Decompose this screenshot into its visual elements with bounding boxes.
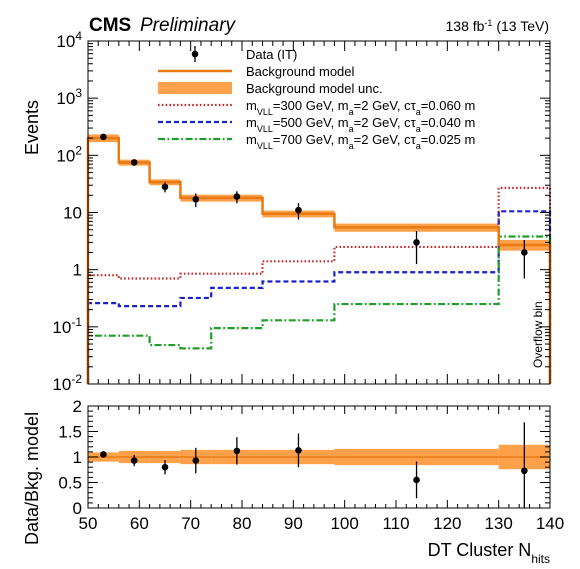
ratio-point [233, 447, 241, 455]
ratio-plot: 0 0.5 1 1.5 2 50 60 70 80 90 100 110 120 130 140 Data… [22, 397, 564, 566]
ratio-y-tick-label: 0.5 [58, 474, 82, 493]
background-histogram [86, 136, 552, 384]
legend-label: mVLL=300 GeV, ma=2 GeV, cτa=0.060 m [246, 98, 475, 117]
y-tick-label: 102 [56, 143, 82, 165]
data-point [233, 193, 241, 200]
data-point [130, 159, 138, 166]
ratio-y-tick-label: 1.5 [58, 423, 82, 442]
data-points [100, 133, 528, 279]
background-uncertainty-band [88, 134, 550, 251]
data-point [100, 133, 107, 141]
ratio-point [130, 457, 138, 464]
ratio-point [161, 463, 169, 471]
x-tick-label: 130 [484, 514, 512, 533]
x-tick-label: 50 [79, 514, 98, 533]
ratio-y-tick-label: 2 [73, 397, 82, 416]
ratio-point [100, 451, 107, 458]
x-tick-label: 60 [130, 514, 149, 533]
x-tick-label: 140 [536, 514, 564, 533]
legend-label: Background model unc. [246, 81, 383, 96]
legend-label: Background model [246, 64, 355, 79]
main-plot: 10-2 10-1 1 10 102 103 104 Events Overflow bin… [22, 29, 552, 394]
x-axis-title: DT Cluster Nhits [428, 540, 550, 566]
ratio-plot-ticks [87, 405, 551, 509]
overflow-bin-label: Overflow bin [531, 301, 545, 368]
main-plot-ticks [87, 40, 551, 385]
y-tick-label: 1 [73, 261, 82, 280]
legend: Data (IT) Background model Background mode… [158, 46, 475, 151]
data-point [192, 196, 200, 203]
signal-line-sig500 [86, 210, 552, 384]
main-y-tick-labels: 10-2 10-1 1 10 102 103 104 [52, 29, 82, 394]
ratio-point [295, 447, 302, 454]
x-tick-label: 70 [181, 514, 200, 533]
legend-band [158, 82, 232, 94]
x-tick-labels: 50 60 70 80 90 100 110 120 130 140 [79, 514, 565, 533]
signal-line-sig300 [86, 186, 552, 384]
x-tick-label: 80 [233, 514, 252, 533]
background-line [86, 136, 552, 384]
ratio-point [521, 467, 528, 475]
x-tick-label: 120 [433, 514, 461, 533]
y-tick-label: 10 [63, 204, 82, 223]
luminosity-label: 138 fb-1 (13 TeV) [446, 18, 550, 34]
data-point [161, 183, 169, 191]
data-point [295, 206, 302, 214]
experiment-label: CMS [89, 15, 131, 36]
ratio-y-tick-label: 1 [73, 448, 82, 467]
signal-line-sig700 [86, 235, 552, 384]
ratio-points [100, 422, 528, 508]
ratio-y-tick-label: 0 [73, 499, 82, 518]
y-tick-label: 104 [56, 29, 82, 51]
status-label: Preliminary [140, 15, 237, 36]
legend-label: Data (IT) [246, 47, 297, 62]
y-tick-label: 10-1 [52, 315, 82, 337]
main-y-axis-title: Events [22, 100, 42, 155]
signal-histograms [86, 186, 552, 384]
ratio-point [413, 476, 420, 484]
ratio-y-axis-title: Data/Bkg. model [22, 412, 42, 545]
x-tick-label: 100 [330, 514, 358, 533]
x-tick-label: 90 [284, 514, 303, 533]
ratio-point [192, 457, 200, 464]
data-point [413, 239, 420, 246]
legend-label: mVLL=500 GeV, ma=2 GeV, cτa=0.040 m [246, 115, 475, 134]
ratio-y-tick-labels: 0 0.5 1 1.5 2 [58, 397, 82, 518]
legend-marker [191, 50, 199, 58]
data-point [521, 249, 528, 256]
y-tick-label: 103 [56, 86, 82, 108]
x-tick-label: 110 [382, 514, 409, 533]
y-tick-label: 10-2 [52, 372, 82, 394]
legend-label: mVLL=700 GeV, ma=2 GeV, cτa=0.025 m [246, 132, 475, 151]
